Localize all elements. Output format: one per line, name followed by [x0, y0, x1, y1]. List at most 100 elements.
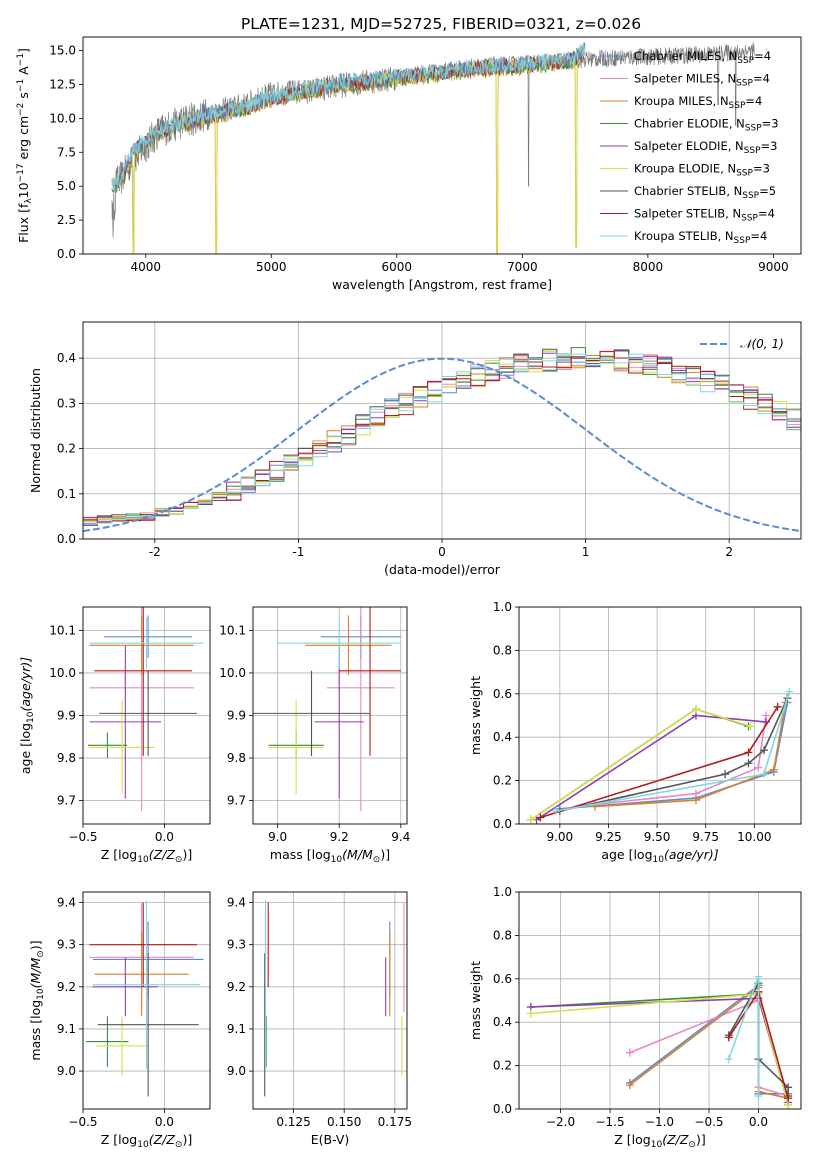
label-part: SSP: [744, 146, 761, 156]
label-part: ⊙: [373, 855, 381, 865]
y-tick-label: 5.0: [57, 179, 76, 193]
weight-marker: [691, 796, 700, 805]
weight-line: [536, 714, 767, 821]
x-axis-label: Z [log10(Z/Z⊙)]: [614, 1132, 705, 1150]
weight-marker: [721, 770, 730, 779]
x-tick-label: 0.0: [749, 1115, 768, 1129]
gridlines: [253, 607, 407, 824]
plot-area: [519, 892, 801, 1109]
label-part: Normed distribution: [28, 368, 43, 493]
label-part: −1: [16, 79, 26, 92]
label-part: =3: [761, 139, 778, 153]
gridlines: [253, 892, 407, 1109]
y-tick-label: 9.7: [227, 794, 246, 808]
label-part: ]: [16, 48, 31, 53]
legend-entry: Chabrier STELIB, NSSP=5: [634, 184, 776, 201]
y-axis-label: mass weight: [468, 676, 483, 755]
x-axis-label: (data-model)/error: [384, 562, 501, 577]
y-tick-label: 1.0: [493, 600, 512, 614]
label-part: −2: [16, 103, 26, 116]
data-layer: [264, 900, 405, 1097]
weight-marker: [536, 813, 545, 822]
x-tick-label: −1.5: [595, 1115, 624, 1129]
label-part: ⊙: [175, 1140, 183, 1150]
label-part: 10: [137, 855, 149, 865]
x-tick-label: 9.4: [391, 830, 410, 844]
label-part: =5: [759, 184, 776, 198]
y-tick-label: 9.1: [57, 1022, 76, 1036]
y-tick-label: 10.0: [219, 666, 246, 680]
label-part: =4: [754, 49, 771, 63]
label-part: −1: [16, 53, 26, 66]
age-vs-mass-axes: 9.0 9.2 9.4 9.7 9.8 9.9 10.0 10.1 mass [log10(M/…: [219, 606, 410, 865]
label-part: Salpeter ELODIE, N: [634, 139, 744, 153]
x-tick-label: 0.0: [155, 830, 174, 844]
y-axis-label: age [log10(age/yr)]: [18, 657, 36, 774]
axes-frame: [82, 321, 802, 540]
weight-marker: [746, 722, 755, 731]
label-part: SSP: [736, 169, 753, 179]
x-tick-label: 0.0: [155, 1115, 174, 1129]
legend-entry: Kroupa STELIB, NSSP=4: [634, 229, 767, 246]
x-tick-label: 9.25: [595, 830, 622, 844]
label-part: Salpeter MILES, N: [634, 72, 736, 86]
weight-marker: [744, 759, 753, 768]
label-part: s: [16, 92, 31, 103]
label-part: (age/yr)]: [18, 657, 33, 712]
axes-frame: [82, 606, 211, 825]
label-part: λ: [24, 198, 34, 204]
plot-area: [83, 607, 210, 824]
weight-marker: [625, 1048, 634, 1057]
data-layer: [526, 972, 793, 1109]
y-tick-label: 9.0: [227, 1064, 246, 1078]
y-tick-label: 0.4: [57, 351, 76, 365]
axes-frame: [82, 891, 211, 1110]
label-part: (M/M: [28, 958, 43, 989]
mass-vs-ebv-axes: 0.125 0.150 0.175 9.0 9.1 9.2 9.3 9.4 E(B-V): [227, 891, 412, 1147]
x-tick-label: 6000: [382, 260, 413, 274]
x-tick-label: 0.175: [378, 1115, 412, 1129]
weight-marker: [526, 1009, 535, 1018]
y-tick-label: 10.0: [49, 666, 76, 680]
histogram-salpeter-miles: [83, 350, 801, 521]
y-tick-label: 2.5: [57, 213, 76, 227]
x-tick-label: 4000: [130, 260, 161, 274]
label-part: SSP: [737, 56, 754, 66]
weight-marker: [724, 1055, 733, 1064]
x-axis-label: Z [log10(Z/Z⊙)]: [101, 847, 192, 865]
model-spectrum-kroupa-stelib: [111, 42, 586, 191]
y-tick-label: 9.8: [227, 751, 246, 765]
x-tick-label: −2.0: [546, 1115, 575, 1129]
label-part: =4: [745, 94, 762, 108]
y-tick-label: 9.3: [227, 938, 246, 952]
label-part: ⊙: [175, 855, 183, 865]
data-layer: [83, 347, 801, 533]
y-tick-label: 9.9: [57, 709, 76, 723]
y-tick-label: 15.0: [49, 44, 76, 58]
plot-area: [83, 892, 210, 1109]
label-part: 10: [653, 855, 665, 865]
label-part: Salpeter STELIB, N: [634, 207, 741, 221]
histogram-chabrier-miles: [83, 355, 801, 524]
weight-line: [559, 702, 789, 810]
gaussian-curve: [83, 357, 801, 533]
label-part: Z [log: [614, 1132, 650, 1147]
x-tick-label: 9.0: [268, 830, 287, 844]
label-part: (age/yr)]: [664, 847, 719, 862]
weight-marker: [760, 746, 769, 755]
y-tick-label: 0.4: [493, 1015, 512, 1029]
label-part: SSP: [742, 191, 759, 201]
x-tick-label: 9.00: [546, 830, 573, 844]
axes-frame: [252, 606, 408, 825]
label-part: )]: [28, 940, 43, 950]
weight-marker: [691, 704, 700, 713]
label-part: −17: [16, 163, 26, 182]
y-tick-label: 10.0: [49, 111, 76, 125]
label-part: (M/M: [342, 847, 373, 862]
label-part: mass weight: [468, 961, 483, 1040]
y-axis-label: Normed distribution: [28, 368, 43, 493]
data-layer: [253, 607, 401, 812]
label-part: (Z/Z: [662, 1132, 689, 1147]
x-tick-label: 9.75: [692, 830, 719, 844]
x-tick-label: -2: [149, 545, 161, 559]
